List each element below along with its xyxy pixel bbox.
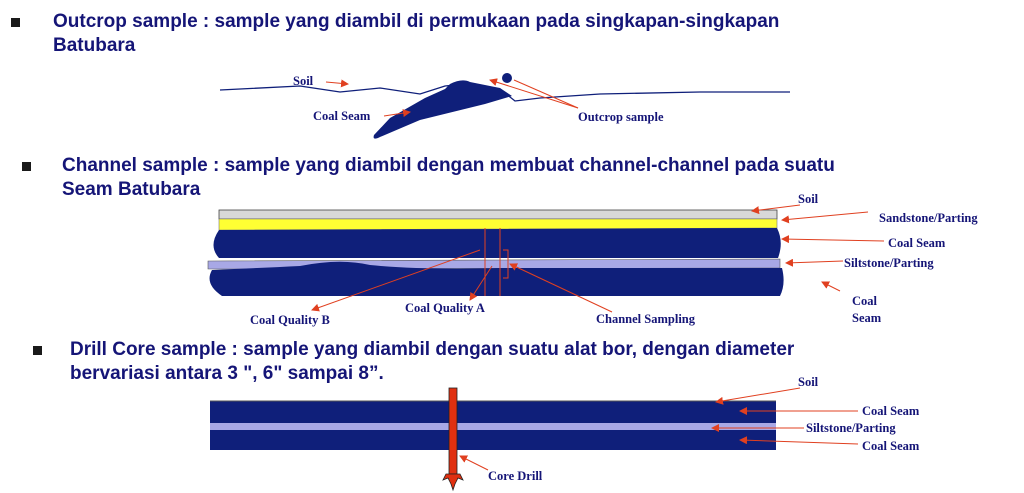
channel-coal-quality-b-label: Coal Quality B xyxy=(250,313,330,327)
core-drill-label: Core Drill xyxy=(488,469,543,483)
core-drill-rod xyxy=(448,387,458,475)
channel-siltstone-label: Siltstone/Parting xyxy=(844,256,934,270)
channel-sandstone-label: Sandstone/Parting xyxy=(879,211,978,225)
channel-diagram: Soil Sandstone/Parting Coal Seam Siltsto… xyxy=(207,192,978,327)
channel-siltstone-arrow xyxy=(785,258,844,267)
channel-lower-coal-seam xyxy=(209,261,784,296)
outcrop-sample-dot xyxy=(502,73,512,83)
channel-coal-seam-label-2a: Coal xyxy=(852,294,878,308)
channel-sampling-arrow xyxy=(509,263,613,313)
channel-soil-label: Soil xyxy=(798,192,819,206)
heading-channel-line2: Seam Batubara xyxy=(62,179,201,200)
channel-sandstone-arrow xyxy=(781,211,869,224)
outcrop-coal-seam-label: Coal Seam xyxy=(313,109,371,123)
drill-siltstone-label: Siltstone/Parting xyxy=(806,421,896,435)
outcrop-soil-label: Soil xyxy=(293,74,314,88)
bullet-drill-core xyxy=(33,346,42,355)
channel-coal-seam-label: Coal Seam xyxy=(888,236,946,250)
drill-soil-arrow xyxy=(715,387,801,405)
channel-soil-strip xyxy=(218,209,778,220)
heading-drill-core-line2: bervariasi antara 3 ", 6" sampai 8”. xyxy=(70,363,384,384)
drill-soil-label: Soil xyxy=(798,375,819,389)
channel-coal-quality-a-arrow xyxy=(469,265,493,301)
channel-sampling-label: Channel Sampling xyxy=(596,312,696,326)
outcrop-soil-arrow xyxy=(325,79,349,88)
channel-coal-seam-label-2b: Seam xyxy=(852,311,882,325)
heading-outcrop-line2: Batubara xyxy=(53,35,136,56)
outcrop-sample-label: Outcrop sample xyxy=(578,110,664,124)
bullet-channel xyxy=(22,162,31,171)
channel-coal-quality-a-label: Coal Quality A xyxy=(405,301,485,315)
outcrop-coal-seam-arrow xyxy=(383,109,411,118)
drill-coal-seam-lower-arrow xyxy=(739,436,859,445)
channel-cut-bracket xyxy=(503,249,509,279)
drill-upper-coal-seam xyxy=(210,401,776,423)
channel-upper-coal-seam xyxy=(213,228,781,258)
outcrop-sample-arrow-left xyxy=(489,78,579,109)
outcrop-sample-arrow-right xyxy=(513,79,579,109)
core-drill-bit xyxy=(442,473,464,492)
channel-coal-quality-b-arrow xyxy=(311,249,481,312)
drill-siltstone-layer xyxy=(210,423,776,430)
channel-coal-seam-arrow-2 xyxy=(821,281,841,292)
drill-coal-seam-lower-label: Coal Seam xyxy=(862,439,920,453)
heading-drill-core-line1: Drill Core sample : sample yang diambil … xyxy=(70,339,795,360)
channel-soil-arrow xyxy=(751,204,801,215)
heading-channel-line1: Channel sample : sample yang diambil den… xyxy=(62,155,835,176)
drill-coal-seam-upper-label: Coal Seam xyxy=(862,404,920,418)
bullet-outcrop xyxy=(11,18,20,27)
drill-core-diagram: Soil Coal Seam Siltstone/Parting Coal Se… xyxy=(210,375,920,492)
heading-outcrop-line1: Outcrop sample : sample yang diambil di … xyxy=(53,11,780,32)
drill-lower-coal-seam xyxy=(210,430,776,450)
outcrop-coal-seam xyxy=(373,80,512,139)
core-drill-arrow xyxy=(459,455,489,471)
channel-coal-seam-arrow xyxy=(781,235,885,244)
outcrop-diagram: Soil Coal Seam Outcrop sample xyxy=(219,73,790,139)
